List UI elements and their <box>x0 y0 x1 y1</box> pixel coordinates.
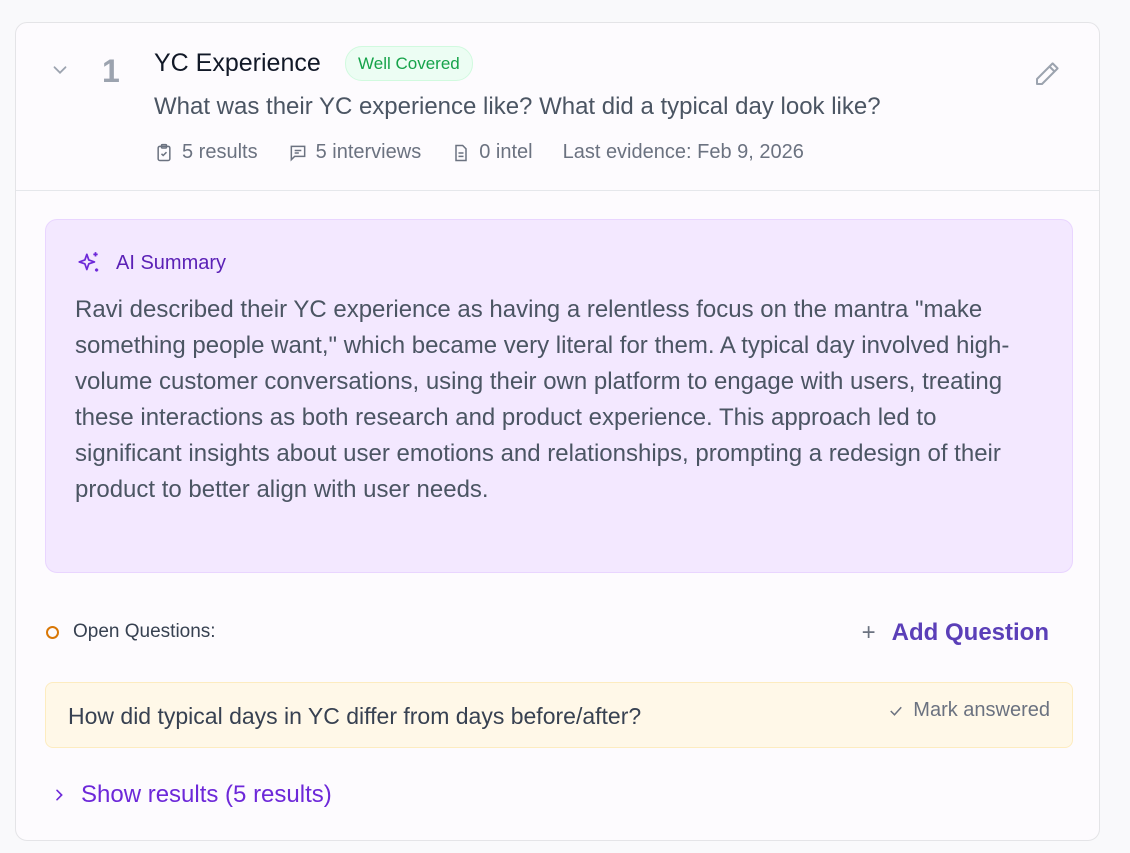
section-number: 1 <box>102 53 120 89</box>
ai-summary-text: Ravi described their YC experience as ha… <box>75 296 1010 503</box>
plus-icon: + <box>861 619 876 646</box>
section-title: YC Experience <box>154 49 321 77</box>
question-card: 1 YC Experience Well Covered What was th… <box>15 22 1100 841</box>
show-results-label: Show results (5 results) <box>81 781 332 808</box>
mark-answered-button[interactable]: Mark answered <box>887 699 1050 722</box>
intel-count: 0 intel <box>451 141 533 164</box>
interviews-label: 5 interviews <box>315 141 422 163</box>
open-question-item: How did typical days in YC differ from d… <box>45 682 1073 748</box>
sparkles-icon <box>78 252 99 272</box>
clipboard-check-icon <box>157 143 171 161</box>
mark-answered-label: Mark answered <box>913 699 1050 721</box>
pencil-icon[interactable] <box>1032 59 1062 94</box>
results-label: 5 results <box>182 141 258 163</box>
ai-summary-panel: AI Summary Ravi described their YC exper… <box>45 219 1073 573</box>
message-icon <box>290 145 306 161</box>
open-question-text: How did typical days in YC differ from d… <box>68 703 642 729</box>
card-header: 1 YC Experience Well Covered What was th… <box>16 23 1099 191</box>
chevron-right-icon <box>56 789 63 801</box>
last-evidence: Last evidence: Feb 9, 2026 <box>562 141 804 163</box>
intel-label: 0 intel <box>479 141 533 163</box>
chevron-down-icon[interactable] <box>49 59 71 86</box>
show-results-toggle[interactable]: Show results (5 results) <box>51 781 332 809</box>
open-questions-label: Open Questions: <box>73 621 216 642</box>
meta-row: 5 results 5 interviews 0 intel Last evid… <box>154 141 804 164</box>
circle-icon <box>46 625 59 639</box>
add-question-label: Add Question <box>891 619 1049 646</box>
interviews-count: 5 interviews <box>288 141 422 164</box>
open-questions-header: Open Questions: <box>46 621 216 643</box>
ai-summary-title: AI Summary <box>116 251 227 274</box>
results-count: 5 results <box>154 141 258 164</box>
add-question-button[interactable]: + Add Question <box>862 619 1049 647</box>
document-icon <box>455 144 467 161</box>
check-icon <box>890 706 903 716</box>
status-badge: Well Covered <box>345 46 473 81</box>
section-question: What was their YC experience like? What … <box>154 93 881 120</box>
ai-summary-heading: AI Summary <box>76 250 226 276</box>
